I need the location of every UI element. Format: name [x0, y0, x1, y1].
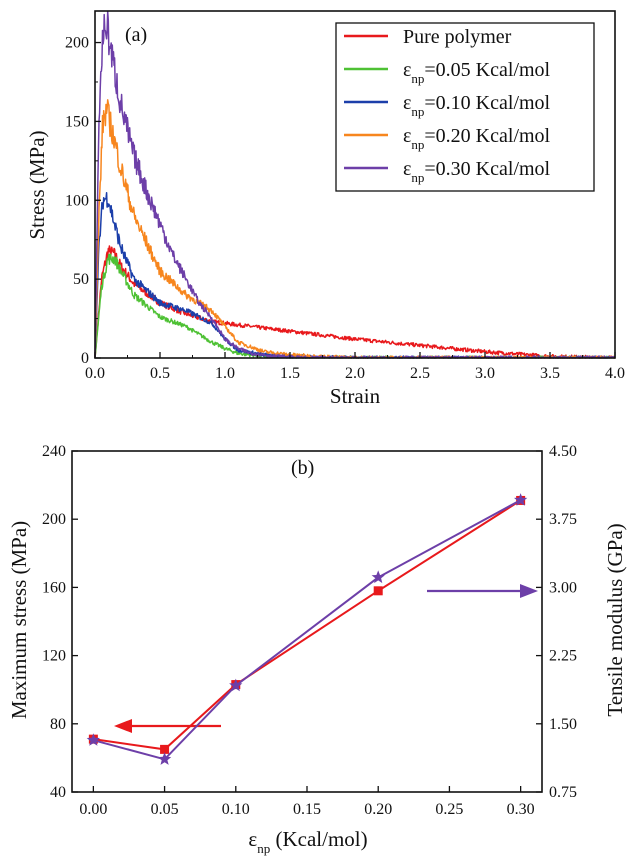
- panel-b-x-tick-label: 0.30: [507, 801, 535, 818]
- panel-b-series-line-right: [93, 499, 522, 761]
- panel-b-series-line-left: [93, 499, 522, 751]
- panel-b-star-marker: [371, 570, 385, 584]
- panel-b-star-marker: [514, 493, 528, 506]
- panel-a-y-tick-label: 0: [81, 350, 89, 367]
- panel-b-label: (b): [291, 457, 314, 479]
- panel-a-legend-box: [335, 22, 595, 192]
- legend-label-enp-010: εnp=0.10 Kcal/mol: [403, 92, 551, 119]
- panel-a-x-tick-label: 2.5: [410, 365, 430, 382]
- legend-label-pure-polymer: Pure polymer: [403, 26, 512, 48]
- panel-b-x-tick-label: 0.05: [151, 801, 179, 818]
- panel-a-series-line-0: [94, 245, 616, 359]
- panel-b-x-tick-label: 0.20: [364, 801, 392, 818]
- panel-b-right-y-tick-label: 1.50: [549, 716, 577, 733]
- panel-b-left-y-tick-label: 40: [50, 784, 66, 801]
- panel-b-x-axis-title: εnp (Kcal/mol): [248, 827, 367, 856]
- panel-b-axis-arrows: [114, 584, 538, 733]
- panel-b-plot-frame: [71, 450, 543, 793]
- panel-b-left-y-axis-title: Maximum stress (MPa): [7, 521, 31, 719]
- arrow-to-right-axis-head: [520, 584, 538, 598]
- panel-b-star-marker: [86, 733, 100, 746]
- panel-b-right-y-tick-label: 4.50: [549, 443, 577, 460]
- legend-label-enp-030: εnp=0.30 Kcal/mol: [403, 158, 551, 185]
- panel-b-star-marker: [229, 678, 243, 692]
- arrow-to-left-axis-head: [114, 719, 132, 733]
- panel-a-x-tick-label: 0.5: [150, 365, 170, 382]
- panel-a-stress-strain-chart: 0.0 0.5 1.0 1.5 2.0 2.5 3.0 3.5 4.0050100150200 …: [25, 10, 625, 408]
- panel-a-x-tick-label: 0.0: [85, 365, 105, 382]
- panel-b-left-y-tick-label: 160: [42, 579, 66, 596]
- panel-b-star-marker: [157, 752, 172, 765]
- panel-b-ticks: 0.00 0.05 0.10 0.15 0.20 0.25 0.30 40 80 120 160 20…: [42, 443, 577, 818]
- panel-b-right-y-tick-label: 2.25: [549, 648, 577, 665]
- panel-b-series: [86, 493, 528, 765]
- panel-a-x-tick-label: 1.0: [215, 365, 235, 382]
- panel-a-x-tick-label: 3.0: [475, 365, 495, 382]
- panel-b-x-tick-label: 0.00: [79, 801, 107, 818]
- panel-b-stress-modulus-chart: 0.00 0.05 0.10 0.15 0.20 0.25 0.30 40 80 120 160 20…: [7, 443, 627, 856]
- panel-a-x-tick-label: 1.5: [280, 365, 300, 382]
- panel-a-y-tick-label: 200: [65, 35, 89, 52]
- panel-b-x-tick-label: 0.25: [435, 801, 463, 818]
- panel-b-x-tick-label: 0.15: [293, 801, 321, 818]
- panel-b-square-marker: [373, 586, 383, 596]
- panel-b-right-y-tick-label: 0.75: [549, 784, 577, 801]
- panel-a-x-tick-label: 3.5: [540, 365, 560, 382]
- panel-a-series-line-2: [94, 191, 616, 359]
- legend-label-enp-020: εnp=0.20 Kcal/mol: [403, 125, 551, 152]
- panel-a-y-tick-label: 100: [65, 192, 89, 209]
- panel-a-x-tick-label: 4.0: [605, 365, 625, 382]
- panel-b-left-y-tick-label: 240: [42, 443, 66, 460]
- panel-b-x-tick-label: 0.10: [222, 801, 250, 818]
- panel-a-x-tick-label: 2.0: [345, 365, 365, 382]
- panel-a-y-tick-label: 50: [73, 271, 89, 288]
- panel-b-right-y-axis-title: Tensile modulus (GPa): [603, 523, 627, 716]
- panel-a-y-axis-title: Stress (MPa): [25, 130, 49, 239]
- panel-b-square-marker: [160, 744, 170, 754]
- panel-b-left-y-tick-label: 200: [42, 511, 66, 528]
- panel-a-legend: Pure polymer εnp=0.05 Kcal/mol εnp=0.10 …: [335, 22, 595, 192]
- panel-b-right-y-tick-label: 3.75: [549, 511, 577, 528]
- panel-a-label: (a): [125, 24, 147, 46]
- panel-b-right-y-tick-label: 3.00: [549, 579, 577, 596]
- panel-b-left-y-tick-label: 80: [50, 716, 66, 733]
- panel-a-ticks: 0.0 0.5 1.0 1.5 2.0 2.5 3.0 3.5 4.0 0 50 100 150 200: [65, 35, 625, 382]
- panel-b-left-y-tick-label: 120: [42, 648, 66, 665]
- panel-a-x-axis-title: Strain: [330, 384, 381, 408]
- legend-label-enp-005: εnp=0.05 Kcal/mol: [403, 59, 551, 86]
- panel-a-y-tick-label: 150: [65, 113, 89, 130]
